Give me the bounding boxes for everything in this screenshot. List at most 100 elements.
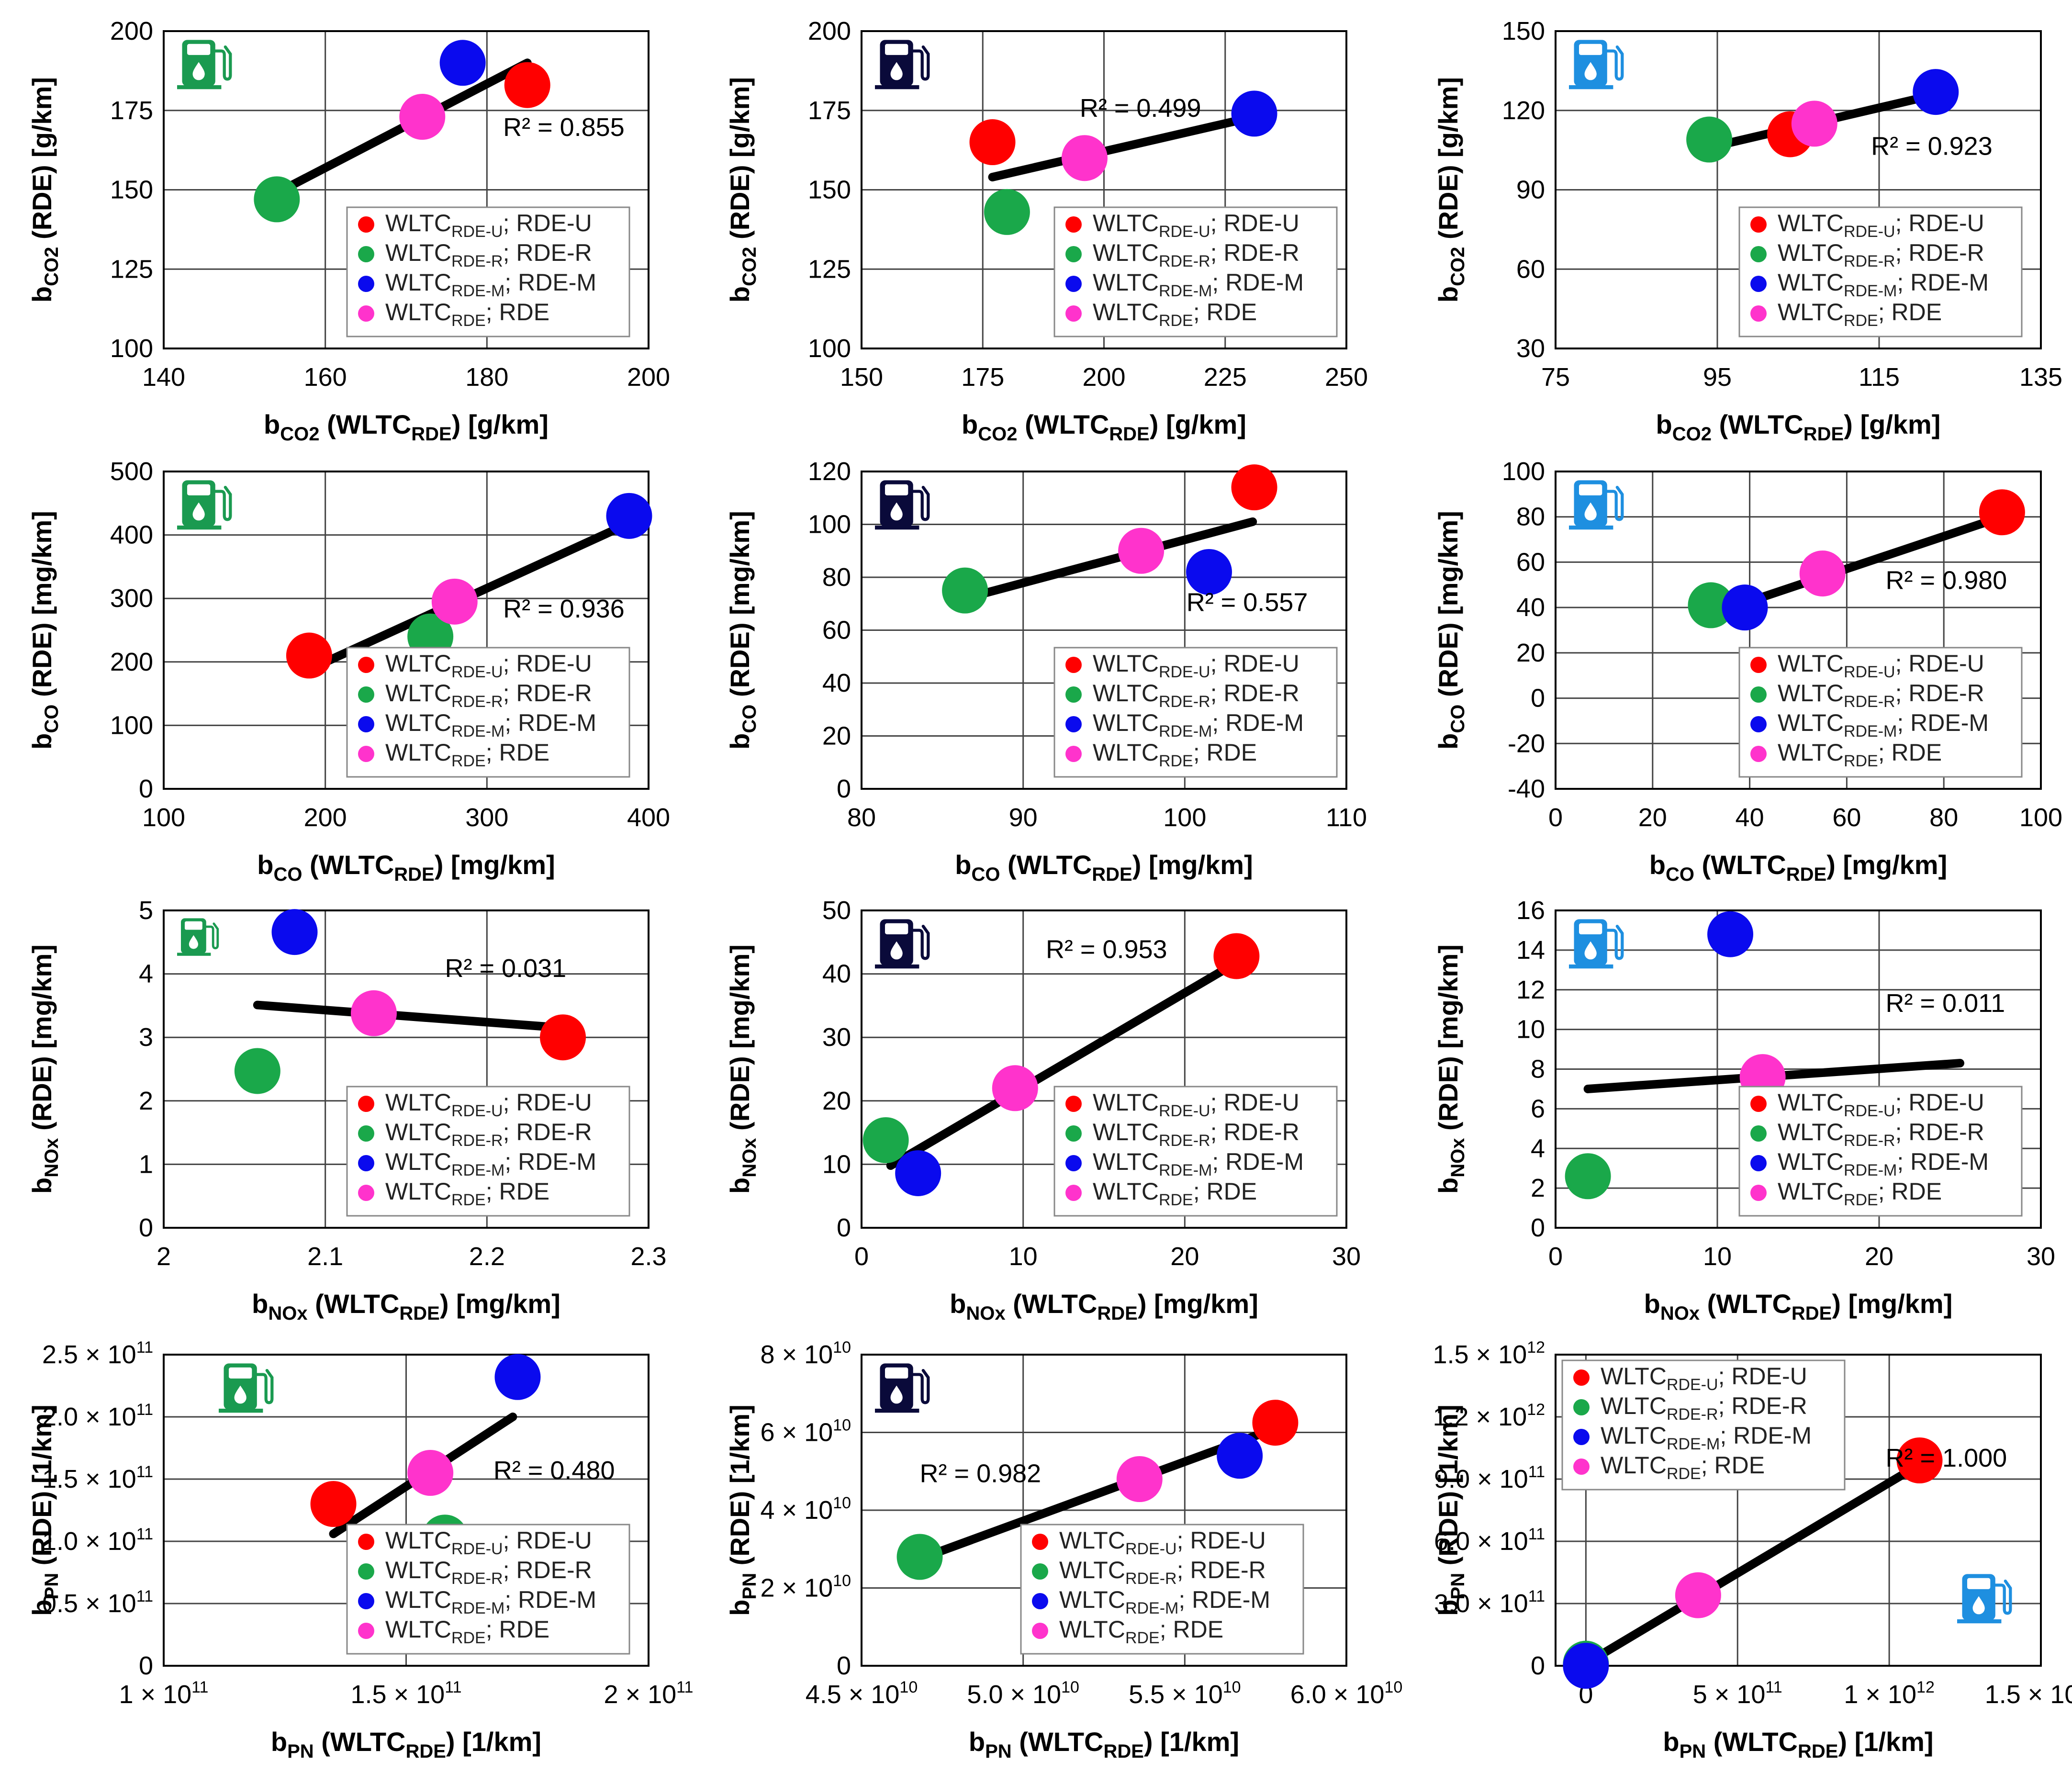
- legend-box: [1738, 206, 2023, 337]
- r-squared-label: R² = 0.936: [503, 595, 625, 623]
- x-tick-label: 5 × 1011: [1693, 1678, 1782, 1709]
- data-point-rde: [350, 990, 397, 1036]
- legend-label-rde-m: WLTCRDE-M; RDE-M: [1778, 269, 1989, 300]
- data-point-rde-m: [1722, 584, 1768, 631]
- x-axis-label: bCO (WLTCRDE) [mg/km]: [955, 850, 1253, 885]
- data-point-rde-r: [942, 567, 988, 614]
- legend-marker-rde-r: [1750, 1125, 1767, 1142]
- x-axis-label: bPN (WLTCRDE) [1/km]: [969, 1727, 1239, 1762]
- y-tick-label: 0: [837, 774, 851, 803]
- data-point-rde-u: [969, 119, 1016, 166]
- y-tick-label: 1.5 × 1012: [1433, 1338, 1545, 1369]
- x-tick-label: 30: [1332, 1242, 1361, 1271]
- r-squared-label: R² = 0.855: [503, 113, 625, 142]
- legend-label-rde-r: WLTCRDE-R; RDE-R: [1778, 680, 1984, 711]
- legend-box: [1561, 1359, 1846, 1491]
- y-axis-label: bNOx (RDE) [mg/km]: [27, 944, 62, 1194]
- legend-box: [1053, 1086, 1338, 1217]
- x-tick-label: 200: [627, 363, 670, 392]
- y-tick-label: 4: [139, 960, 153, 988]
- legend-label-rde-r: WLTCRDE-R; RDE-R: [385, 680, 592, 711]
- y-tick-label: 1.5 × 1011: [42, 1463, 153, 1493]
- y-tick-label: 200: [110, 17, 153, 45]
- chart-panel-5: 80 90 100 110 0 20 40 60 80 100 120 bCO (WLTCRDE) […: [725, 457, 1367, 885]
- x-tick-label: 6.0 × 1010: [1290, 1678, 1403, 1709]
- data-point-rde-m: [1186, 549, 1232, 595]
- x-tick-label: 90: [1009, 803, 1038, 832]
- y-tick-label: 40: [822, 960, 851, 988]
- x-tick-label: 0: [854, 1242, 869, 1271]
- legend-marker-rde-r: [358, 1563, 374, 1580]
- legend-label-rde-r: WLTCRDE-R; RDE-R: [1093, 680, 1299, 711]
- r-squared-label: R² = 0.923: [1871, 132, 1993, 161]
- y-tick-label: 14: [1516, 936, 1545, 965]
- diesel-pump-icon: [875, 40, 930, 90]
- y-tick-label: 2.5 × 1011: [42, 1338, 153, 1369]
- y-axis-label: bCO2 (RDE) [g/km]: [27, 77, 62, 303]
- data-point-rde: [407, 1450, 454, 1496]
- legend-box: [1053, 647, 1338, 778]
- y-tick-label: 0: [837, 1213, 851, 1242]
- legend-label-rde-m: WLTCRDE-M; RDE-M: [1778, 1148, 1989, 1179]
- plot-frame: [163, 909, 650, 1229]
- data-point-rde-u: [1213, 933, 1260, 979]
- y-axis-label: bPN (RDE) [1/km]: [27, 1404, 62, 1616]
- y-tick-label: 120: [1502, 96, 1545, 125]
- x-tick-label: 1 × 1011: [119, 1678, 209, 1709]
- legend-label-rde-u: WLTCRDE-U; RDE-U: [1601, 1363, 1807, 1394]
- data-point-rde: [1118, 527, 1165, 574]
- legend-label-rde-u: WLTCRDE-U; RDE-U: [1093, 1089, 1299, 1120]
- x-tick-label: 100: [1163, 803, 1206, 832]
- legend-marker-rde: [1065, 1185, 1082, 1201]
- data-point-rde-u: [540, 1014, 586, 1061]
- y-tick-label: 20: [1516, 639, 1545, 667]
- x-tick-label: 160: [304, 363, 347, 392]
- diesel-pump-icon: [875, 1363, 930, 1413]
- data-point-rde-m: [1217, 1433, 1263, 1479]
- y-axis-label: bNOx (RDE) [mg/km]: [725, 944, 760, 1194]
- y-tick-label: 500: [110, 457, 153, 486]
- gasoline-pump-icon: [177, 40, 232, 90]
- trend-line: [915, 1424, 1280, 1563]
- y-tick-label: 16: [1516, 896, 1545, 925]
- y-tick-label: 6 × 1010: [761, 1416, 851, 1447]
- legend-label-rde: WLTCRDE; RDE: [385, 1178, 549, 1209]
- legend-marker-rde-u: [358, 1096, 374, 1112]
- legend-label-rde-m: WLTCRDE-M; RDE-M: [385, 1148, 596, 1179]
- x-axis-label: bCO2 (WLTCRDE) [g/km]: [1656, 409, 1941, 445]
- legend-marker-rde-m: [1750, 1155, 1767, 1171]
- y-tick-label: 20: [822, 722, 851, 751]
- plot-frame: [1555, 1354, 2042, 1667]
- legend-marker-rde-u: [1750, 657, 1767, 673]
- y-axis-label: bCO (RDE) [mg/km]: [1433, 511, 1468, 750]
- legend-label-rde-m: WLTCRDE-M; RDE-M: [1601, 1422, 1812, 1453]
- legend-label-rde-r: WLTCRDE-R; RDE-R: [385, 1119, 592, 1150]
- legend-label-rde-m: WLTCRDE-M; RDE-M: [385, 269, 596, 300]
- legend-marker-rde-r: [358, 1125, 374, 1142]
- legend-marker-rde-r: [1032, 1563, 1048, 1580]
- legend-label-rde: WLTCRDE; RDE: [385, 739, 549, 770]
- legend-box: [346, 1524, 630, 1655]
- x-axis-label: bPN (WLTCRDE) [1/km]: [1663, 1727, 1933, 1762]
- x-tick-label: 200: [304, 803, 347, 832]
- y-tick-label: 30: [1516, 334, 1545, 363]
- y-tick-label: 60: [822, 616, 851, 645]
- data-point-rde-u: [286, 632, 332, 679]
- y-tick-label: 2 × 1010: [761, 1572, 851, 1603]
- data-point-rde: [1061, 135, 1108, 181]
- y-tick-label: 0: [139, 1651, 153, 1680]
- y-tick-label: 20: [822, 1087, 851, 1115]
- y-tick-label: 0: [837, 1651, 851, 1680]
- x-axis-label: bPN (WLTCRDE) [1/km]: [271, 1727, 541, 1762]
- y-tick-label: 125: [110, 255, 153, 283]
- legend-label-rde-m: WLTCRDE-M; RDE-M: [385, 709, 596, 741]
- legend-marker-rde-m: [358, 276, 374, 292]
- legend-label-rde-r: WLTCRDE-R; RDE-R: [1059, 1557, 1266, 1588]
- data-point-rde: [1116, 1456, 1163, 1502]
- y-tick-label: 8 × 1010: [761, 1338, 851, 1369]
- chart-panel-11: 4.5 × 1010 5.0 × 1010 5.5 × 1010 6.0 × 1010…: [725, 1338, 1402, 1762]
- legend-label-rde: WLTCRDE; RDE: [1059, 1616, 1223, 1647]
- y-tick-label: 90: [1516, 176, 1545, 204]
